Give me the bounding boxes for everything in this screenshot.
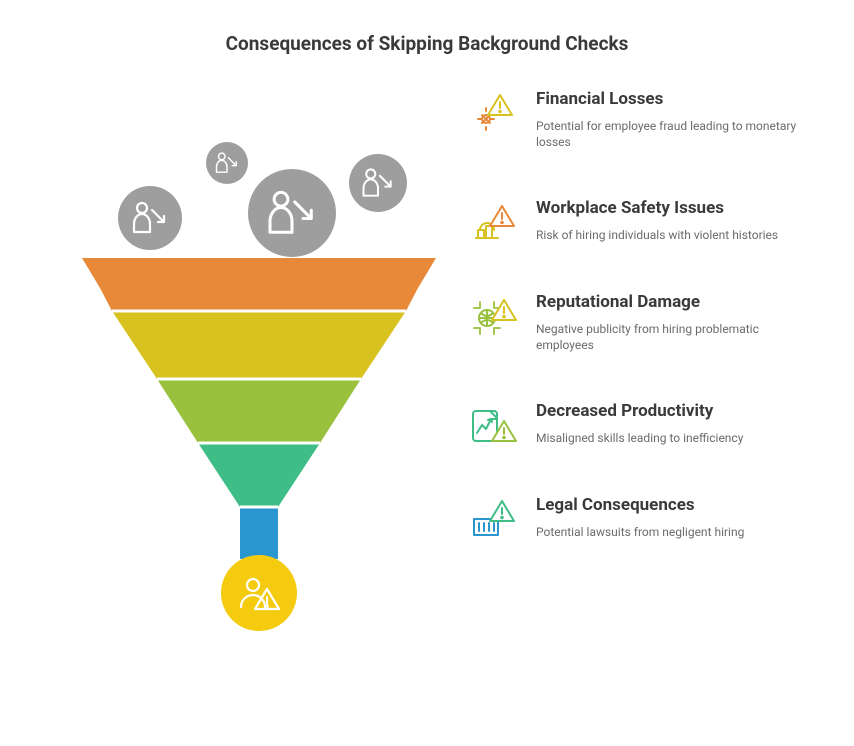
item-title: Financial Losses — [536, 89, 814, 109]
item-desc: Potential for employee fraud leading to … — [536, 119, 814, 150]
funnel-svg — [40, 83, 450, 653]
financial-losses-icon — [470, 91, 518, 135]
legal-consequences-icon — [470, 497, 518, 541]
list-item: Reputational Damage Negative publicity f… — [470, 292, 814, 353]
funnel-panel — [40, 83, 450, 653]
item-desc: Negative publicity from hiring problemat… — [536, 322, 814, 353]
item-text: Legal Consequences Potential lawsuits fr… — [536, 495, 814, 541]
workplace-safety-icon — [470, 200, 518, 244]
decreased-productivity-icon — [470, 403, 518, 447]
reputational-damage-icon — [470, 294, 518, 338]
content-row: Financial Losses Potential for employee … — [0, 55, 854, 653]
item-text: Decreased Productivity Misaligned skills… — [536, 401, 814, 447]
list-item: Workplace Safety Issues Risk of hiring i… — [470, 198, 814, 244]
item-title: Workplace Safety Issues — [536, 198, 814, 218]
list-item: Legal Consequences Potential lawsuits fr… — [470, 495, 814, 541]
item-title: Legal Consequences — [536, 495, 814, 515]
list-item: Decreased Productivity Misaligned skills… — [470, 401, 814, 447]
item-title: Reputational Damage — [536, 292, 814, 312]
items-panel: Financial Losses Potential for employee … — [450, 83, 814, 653]
item-desc: Potential lawsuits from negligent hiring — [536, 525, 814, 541]
page-title: Consequences of Skipping Background Chec… — [0, 0, 854, 55]
item-title: Decreased Productivity — [536, 401, 814, 421]
item-text: Workplace Safety Issues Risk of hiring i… — [536, 198, 814, 244]
list-item: Financial Losses Potential for employee … — [470, 89, 814, 150]
item-text: Reputational Damage Negative publicity f… — [536, 292, 814, 353]
item-desc: Misaligned skills leading to inefficienc… — [536, 431, 814, 447]
item-text: Financial Losses Potential for employee … — [536, 89, 814, 150]
item-desc: Risk of hiring individuals with violent … — [536, 228, 814, 244]
